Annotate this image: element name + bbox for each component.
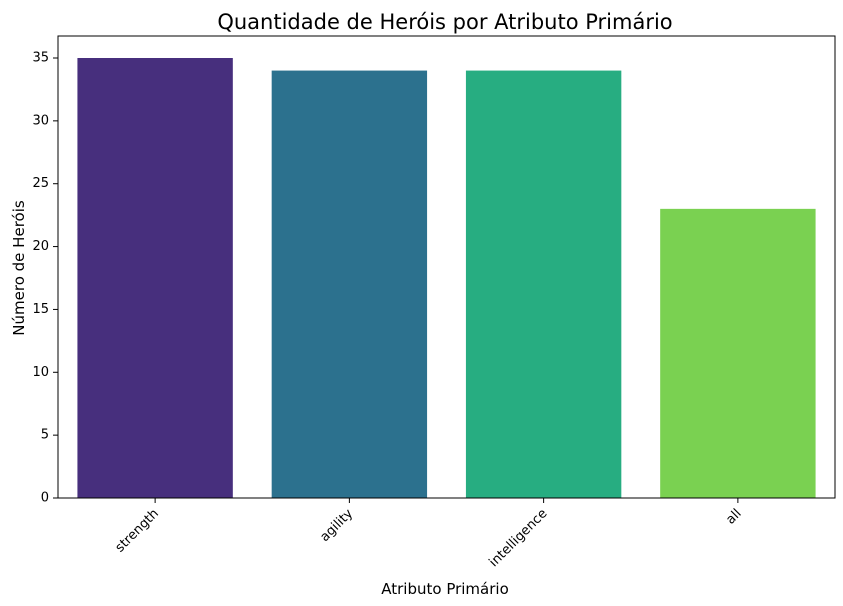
x-tick-label-agility: agility <box>317 506 356 545</box>
y-axis-title: Número de Heróis <box>10 200 28 336</box>
y-tick-label: 20 <box>32 239 49 254</box>
bar-agility <box>271 70 428 499</box>
x-axis-title: Atributo Primário <box>381 580 509 598</box>
y-tick-label: 35 <box>32 51 49 66</box>
bar-all <box>660 208 816 498</box>
plot-frame <box>57 35 836 499</box>
bars-layer <box>77 58 816 499</box>
y-tick-label: 30 <box>32 113 49 128</box>
y-tick-label: 15 <box>32 302 49 317</box>
y-tick-label: 10 <box>32 365 49 380</box>
x-tick-label-all: all <box>723 506 744 527</box>
chart-title: Quantidade de Heróis por Atributo Primár… <box>217 10 672 34</box>
x-tick-label-intelligence: intelligence <box>487 506 551 570</box>
bar-strength <box>77 58 233 498</box>
bar-intelligence <box>465 70 622 499</box>
y-tick-label: 25 <box>32 176 49 191</box>
y-tick-label: 0 <box>41 491 49 506</box>
x-tick-label-strength: strength <box>113 506 162 555</box>
y-tick-label: 5 <box>41 428 49 443</box>
